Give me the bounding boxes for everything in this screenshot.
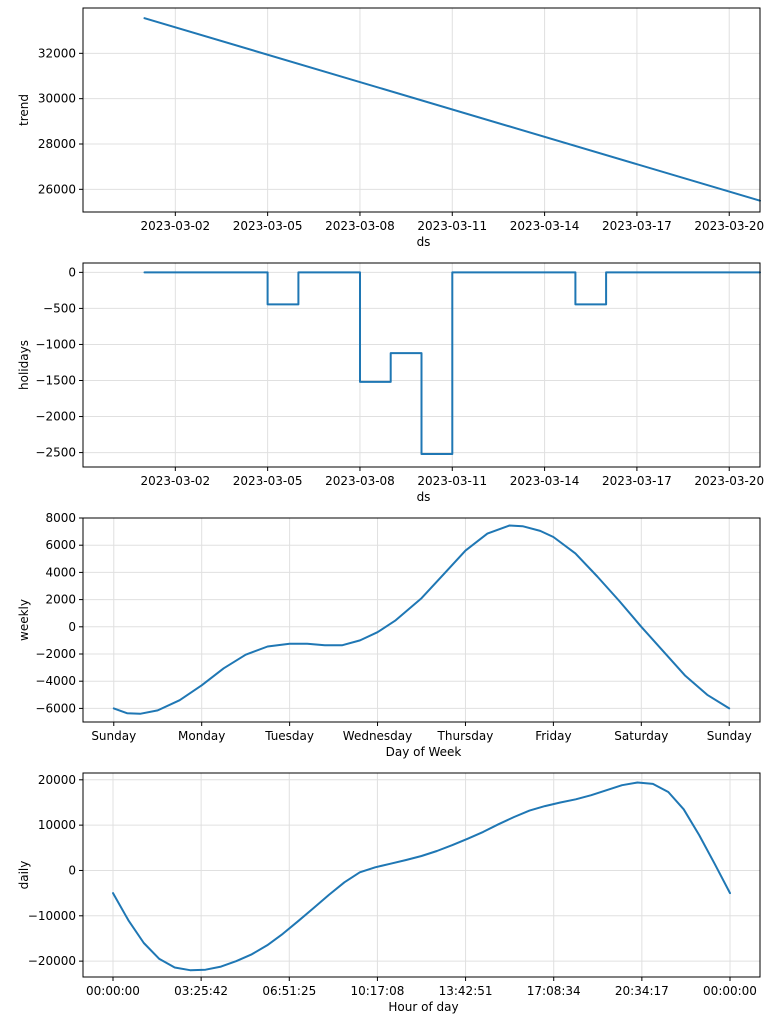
y-tick-label: 8000	[45, 511, 76, 525]
x-tick-label: 2023-03-14	[510, 474, 580, 488]
y-tick-label: −500	[43, 301, 76, 315]
x-tick-label: 00:00:00	[86, 984, 140, 998]
x-axis-label: ds	[417, 490, 431, 504]
plot-frame	[82, 772, 761, 978]
x-tick-label: 2023-03-11	[417, 219, 487, 233]
x-tick-label: 2023-03-08	[325, 219, 395, 233]
panel-daily: 00:00:00 03:25:42 06:51:25 10:17:08 13:42:51…	[17, 772, 761, 1014]
x-axis-label: ds	[417, 235, 431, 249]
y-tick-label: −1500	[35, 373, 76, 387]
y-tick-label: 0	[68, 620, 76, 634]
panel-weekly: Sunday Monday Tuesday Wednesday Thursday Frid…	[17, 511, 761, 759]
x-tick-label: 2023-03-14	[510, 219, 580, 233]
y-tick-label: −10000	[28, 909, 76, 923]
y-tick-label: 28000	[38, 137, 76, 151]
y-tick-label: −2000	[35, 647, 76, 661]
y-axis-label: holidays	[17, 340, 31, 390]
x-tick-label: Friday	[535, 729, 571, 743]
x-tick-label: Tuesday	[264, 729, 314, 743]
x-tick-label: 2023-03-02	[140, 474, 210, 488]
y-tick-label: −2000	[35, 410, 76, 424]
x-tick-label: 10:17:08	[350, 984, 404, 998]
x-tick-label: 20:34:17	[615, 984, 669, 998]
x-tick-label: 17:08:34	[527, 984, 581, 998]
y-tick-label: −1000	[35, 337, 76, 351]
x-tick-label: 2023-03-11	[417, 474, 487, 488]
weekly-series-line	[112, 524, 731, 715]
x-tick-label: 2023-03-05	[233, 474, 303, 488]
y-tick-label: 32000	[38, 46, 76, 60]
holidays-series-line	[143, 271, 761, 455]
x-tick-label: Saturday	[614, 729, 668, 743]
x-tick-label: 06:51:25	[262, 984, 316, 998]
y-tick-label: 10000	[38, 818, 76, 832]
y-tick-label: 30000	[38, 92, 76, 106]
y-axis-label: weekly	[17, 599, 31, 641]
x-tick-label: Monday	[178, 729, 225, 743]
x-tick-label: 03:25:42	[174, 984, 228, 998]
x-tick-label: Wednesday	[343, 729, 412, 743]
x-axis-label: Day of Week	[386, 745, 462, 759]
y-tick-label: 0	[68, 265, 76, 279]
x-axis-label: Hour of day	[388, 1000, 458, 1014]
panel-trend: 2023-03-02 2023-03-05 2023-03-08 2023-03-11…	[17, 7, 764, 249]
y-tick-label: 26000	[38, 182, 76, 196]
x-tick-label: 2023-03-02	[140, 219, 210, 233]
y-tick-label: 6000	[45, 538, 76, 552]
y-tick-label: −20000	[28, 954, 76, 968]
y-axis-label: daily	[17, 861, 31, 890]
y-tick-label: −6000	[35, 701, 76, 715]
y-tick-label: −4000	[35, 674, 76, 688]
y-axis-label: trend	[17, 94, 31, 126]
x-tick-label: 2023-03-08	[325, 474, 395, 488]
y-tick-label: 0	[68, 863, 76, 877]
y-tick-label: 4000	[45, 565, 76, 579]
x-tick-label: 2023-03-20	[694, 474, 764, 488]
daily-series-line	[112, 781, 731, 972]
plot-frame	[82, 262, 761, 468]
y-tick-label: 20000	[38, 773, 76, 787]
x-tick-label: 2023-03-17	[602, 474, 672, 488]
plot-frame	[82, 7, 761, 213]
panel-holidays: 2023-03-02 2023-03-05 2023-03-08 2023-03-11…	[17, 262, 764, 504]
y-tick-label: 2000	[45, 593, 76, 607]
trend-series-line	[143, 17, 761, 202]
plot-frame	[82, 517, 761, 723]
x-tick-label: 13:42:51	[439, 984, 493, 998]
x-tick-label: Sunday	[91, 729, 136, 743]
x-tick-label: Thursday	[437, 729, 494, 743]
x-tick-label: 2023-03-17	[602, 219, 672, 233]
x-tick-label: 00:00:00	[703, 984, 757, 998]
x-tick-label: 2023-03-20	[694, 219, 764, 233]
x-tick-label: Sunday	[707, 729, 752, 743]
y-tick-label: −2500	[35, 446, 76, 460]
x-tick-label: 2023-03-05	[233, 219, 303, 233]
